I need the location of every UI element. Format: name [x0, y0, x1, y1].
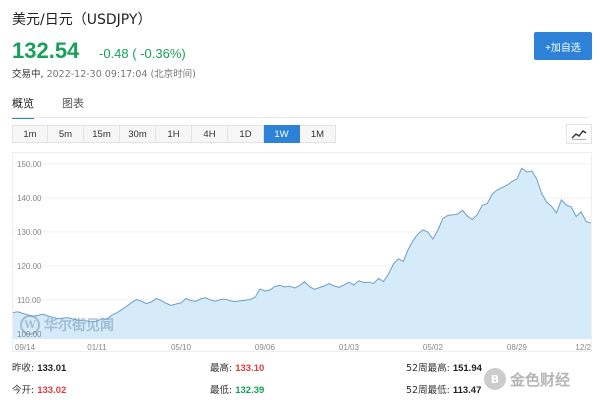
trading-status: 交易中, 2022-12-30 09:17:04 (北京时间)	[12, 66, 196, 80]
x-tick-label: 01/03	[339, 343, 360, 352]
stat-low: 最低: 132.39	[210, 382, 264, 396]
range-1h-button[interactable]: 1H	[156, 125, 192, 143]
brand-watermark: B 金色财经	[484, 368, 570, 390]
stat-label: 52周最低:	[406, 385, 450, 396]
stat-label: 最低:	[210, 385, 233, 396]
x-tick-label: 09/06	[255, 343, 276, 352]
stats-panel: 昨收: 133.01 今开: 133.02 最高: 133.10 最低: 132…	[12, 357, 592, 397]
y-tick-label: 110.00	[17, 296, 41, 305]
watermark-logo-icon: W	[20, 315, 40, 335]
tab-overview[interactable]: 概览	[12, 95, 34, 119]
y-tick-label: 140.00	[17, 194, 42, 203]
stat-value: 133.10	[235, 363, 265, 374]
stat-52w-high: 52周最高: 151.94	[406, 360, 482, 374]
instrument-title: 美元/日元（USDJPY）	[12, 12, 152, 28]
stat-high: 最高: 133.10	[210, 360, 264, 374]
stat-label: 昨收:	[12, 363, 35, 374]
stat-label: 最高:	[210, 363, 233, 374]
brand-logo-icon: B	[484, 368, 506, 390]
x-tick-label: 12/2	[575, 343, 591, 352]
add-to-watchlist-button[interactable]: +加自选	[534, 32, 592, 60]
chart-type-button[interactable]	[566, 124, 592, 144]
line-chart-icon	[571, 130, 587, 140]
y-tick-label: 130.00	[17, 228, 42, 237]
status-label: 交易中,	[12, 69, 44, 80]
tab-chart[interactable]: 图表	[62, 97, 84, 110]
watermark-text: 华尔街见闻	[44, 318, 114, 334]
stat-label: 52周最高:	[406, 363, 450, 374]
chart-line	[13, 167, 592, 323]
range-1d-button[interactable]: 1D	[228, 125, 264, 143]
x-tick-label: 01/11	[87, 343, 107, 352]
x-tick-label: 05/02	[423, 343, 444, 352]
view-tabs: 概览 图表	[12, 95, 84, 119]
range-1mo-button[interactable]: 1M	[300, 125, 336, 143]
brand-text: 金色财经	[510, 370, 571, 389]
price-chart[interactable]: 150.00 140.00 130.00 120.00 110.00 100.00 09/1…	[12, 152, 592, 352]
y-tick-label: 150.00	[17, 160, 42, 169]
stat-value: 132.39	[235, 385, 265, 396]
stat-label: 今开:	[12, 385, 35, 396]
chart-area	[13, 168, 591, 339]
stat-value: 151.94	[452, 363, 482, 374]
range-30m-button[interactable]: 30m	[120, 125, 156, 143]
timestamp: 2022-12-30 09:17:04 (北京时间)	[46, 69, 196, 80]
x-tick-label: 08/29	[507, 343, 528, 352]
stat-value: 113.47	[452, 385, 482, 396]
x-tick-label: 05/10	[171, 343, 192, 352]
x-tick-label: 09/14	[15, 343, 36, 352]
stat-prev-close: 昨收: 133.01	[12, 360, 66, 374]
stat-value: 133.02	[37, 385, 67, 396]
range-1w-button[interactable]: 1W	[264, 125, 300, 143]
stat-52w-low: 52周最低: 113.47	[406, 382, 481, 396]
watermark: W 华尔街见闻	[20, 315, 114, 335]
stat-open: 今开: 133.02	[12, 382, 66, 396]
tab-divider	[12, 117, 588, 118]
range-1m-button[interactable]: 1m	[12, 125, 48, 143]
price-change: -0.48 ( -0.36%)	[99, 46, 186, 61]
range-4h-button[interactable]: 4H	[192, 125, 228, 143]
stat-value: 133.01	[37, 363, 67, 374]
range-5m-button[interactable]: 5m	[48, 125, 84, 143]
current-price: 132.54	[12, 38, 80, 63]
range-15m-button[interactable]: 15m	[84, 125, 120, 143]
time-range-selector: 1m 5m 15m 30m 1H 4H 1D 1W 1M	[12, 125, 336, 143]
price-chart-svg: 150.00140.00130.00120.00110.00100.0009/1…	[13, 160, 592, 352]
y-tick-label: 120.00	[17, 262, 42, 271]
